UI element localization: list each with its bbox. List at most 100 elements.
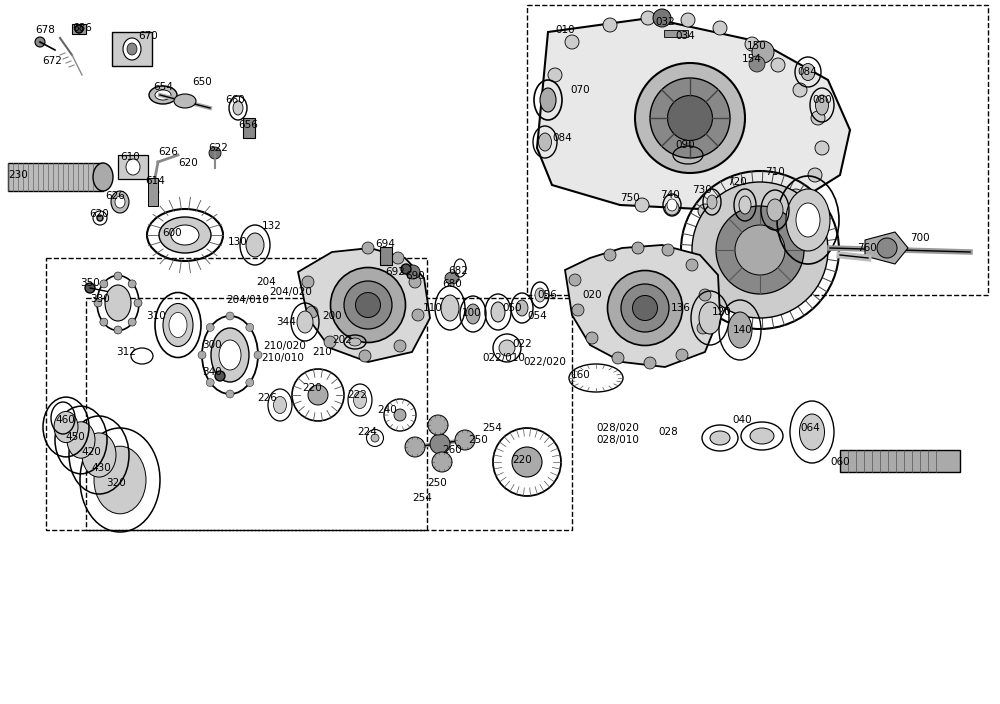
Text: 680: 680	[442, 279, 462, 289]
Text: 222: 222	[347, 390, 367, 400]
Text: 084: 084	[552, 133, 572, 143]
Text: 210: 210	[312, 347, 332, 357]
Circle shape	[644, 357, 656, 369]
Ellipse shape	[219, 340, 241, 370]
Ellipse shape	[308, 385, 328, 405]
Text: 672: 672	[42, 56, 62, 66]
Circle shape	[761, 201, 775, 215]
Ellipse shape	[710, 431, 730, 445]
Ellipse shape	[123, 38, 141, 60]
Circle shape	[632, 242, 644, 254]
Ellipse shape	[115, 196, 125, 208]
Circle shape	[681, 13, 695, 27]
Ellipse shape	[491, 302, 505, 322]
Ellipse shape	[516, 300, 528, 316]
Circle shape	[134, 299, 142, 307]
Bar	[380, 247, 392, 265]
Text: 020: 020	[582, 290, 602, 300]
Circle shape	[430, 434, 450, 454]
Ellipse shape	[499, 340, 515, 356]
Ellipse shape	[796, 203, 820, 237]
Ellipse shape	[816, 95, 828, 115]
Text: 204/010: 204/010	[227, 295, 269, 305]
Circle shape	[75, 25, 83, 33]
Text: 056: 056	[537, 290, 557, 300]
Text: 150: 150	[747, 41, 767, 51]
Circle shape	[548, 68, 562, 82]
Text: 220: 220	[512, 455, 532, 465]
Ellipse shape	[93, 163, 113, 191]
Text: 204: 204	[256, 277, 276, 287]
Circle shape	[698, 204, 712, 218]
Text: 670: 670	[138, 31, 158, 41]
Text: 140: 140	[733, 325, 753, 335]
Polygon shape	[537, 18, 850, 210]
Polygon shape	[565, 245, 720, 367]
Ellipse shape	[512, 447, 542, 477]
Circle shape	[324, 336, 336, 348]
Text: 034: 034	[675, 31, 695, 41]
Circle shape	[94, 299, 102, 307]
Ellipse shape	[540, 88, 556, 112]
Text: 084: 084	[797, 67, 817, 77]
Bar	[46, 258, 427, 530]
Circle shape	[226, 390, 234, 398]
Ellipse shape	[608, 270, 682, 346]
Text: 350: 350	[80, 278, 100, 288]
Ellipse shape	[441, 295, 459, 321]
Circle shape	[254, 351, 262, 359]
Ellipse shape	[432, 452, 452, 472]
Circle shape	[808, 168, 822, 182]
Ellipse shape	[111, 191, 129, 213]
Bar	[527, 5, 988, 295]
Ellipse shape	[466, 304, 480, 324]
Ellipse shape	[800, 414, 824, 450]
Text: 028/010: 028/010	[597, 435, 639, 445]
Text: 022: 022	[512, 339, 532, 349]
Polygon shape	[298, 248, 430, 362]
Ellipse shape	[330, 268, 406, 343]
Ellipse shape	[67, 422, 95, 458]
Ellipse shape	[94, 446, 146, 514]
Circle shape	[362, 242, 374, 254]
Circle shape	[206, 379, 214, 386]
Text: 344: 344	[276, 317, 296, 327]
Bar	[148, 178, 158, 206]
Circle shape	[97, 215, 103, 221]
Text: 028/020: 028/020	[597, 423, 639, 433]
Ellipse shape	[405, 437, 425, 457]
Bar	[118, 155, 148, 179]
Text: 656: 656	[238, 120, 258, 130]
Ellipse shape	[155, 90, 171, 100]
Text: 660: 660	[225, 95, 245, 105]
Text: 090: 090	[675, 140, 695, 150]
Circle shape	[412, 309, 424, 321]
Ellipse shape	[445, 272, 459, 284]
Text: 686: 686	[72, 23, 92, 33]
Text: 682: 682	[448, 266, 468, 276]
Ellipse shape	[635, 63, 745, 173]
Circle shape	[128, 280, 136, 288]
Ellipse shape	[163, 303, 193, 346]
Circle shape	[789, 189, 803, 203]
Circle shape	[713, 21, 727, 35]
Text: 064: 064	[800, 423, 820, 433]
Circle shape	[635, 198, 649, 212]
Text: 720: 720	[727, 177, 747, 187]
Text: 110: 110	[423, 303, 443, 313]
Text: 690: 690	[405, 271, 425, 281]
Text: 254: 254	[482, 423, 502, 433]
Ellipse shape	[274, 396, 287, 413]
Circle shape	[586, 332, 598, 344]
Text: 202: 202	[332, 335, 352, 345]
Circle shape	[815, 141, 829, 155]
Bar	[243, 118, 255, 138]
Text: 210/020: 210/020	[264, 341, 306, 351]
Text: 340: 340	[202, 367, 222, 377]
Circle shape	[302, 276, 314, 288]
Circle shape	[246, 323, 254, 332]
Ellipse shape	[767, 199, 783, 221]
Text: 060: 060	[830, 457, 850, 467]
Text: 430: 430	[91, 463, 111, 473]
Text: 054: 054	[527, 311, 547, 321]
